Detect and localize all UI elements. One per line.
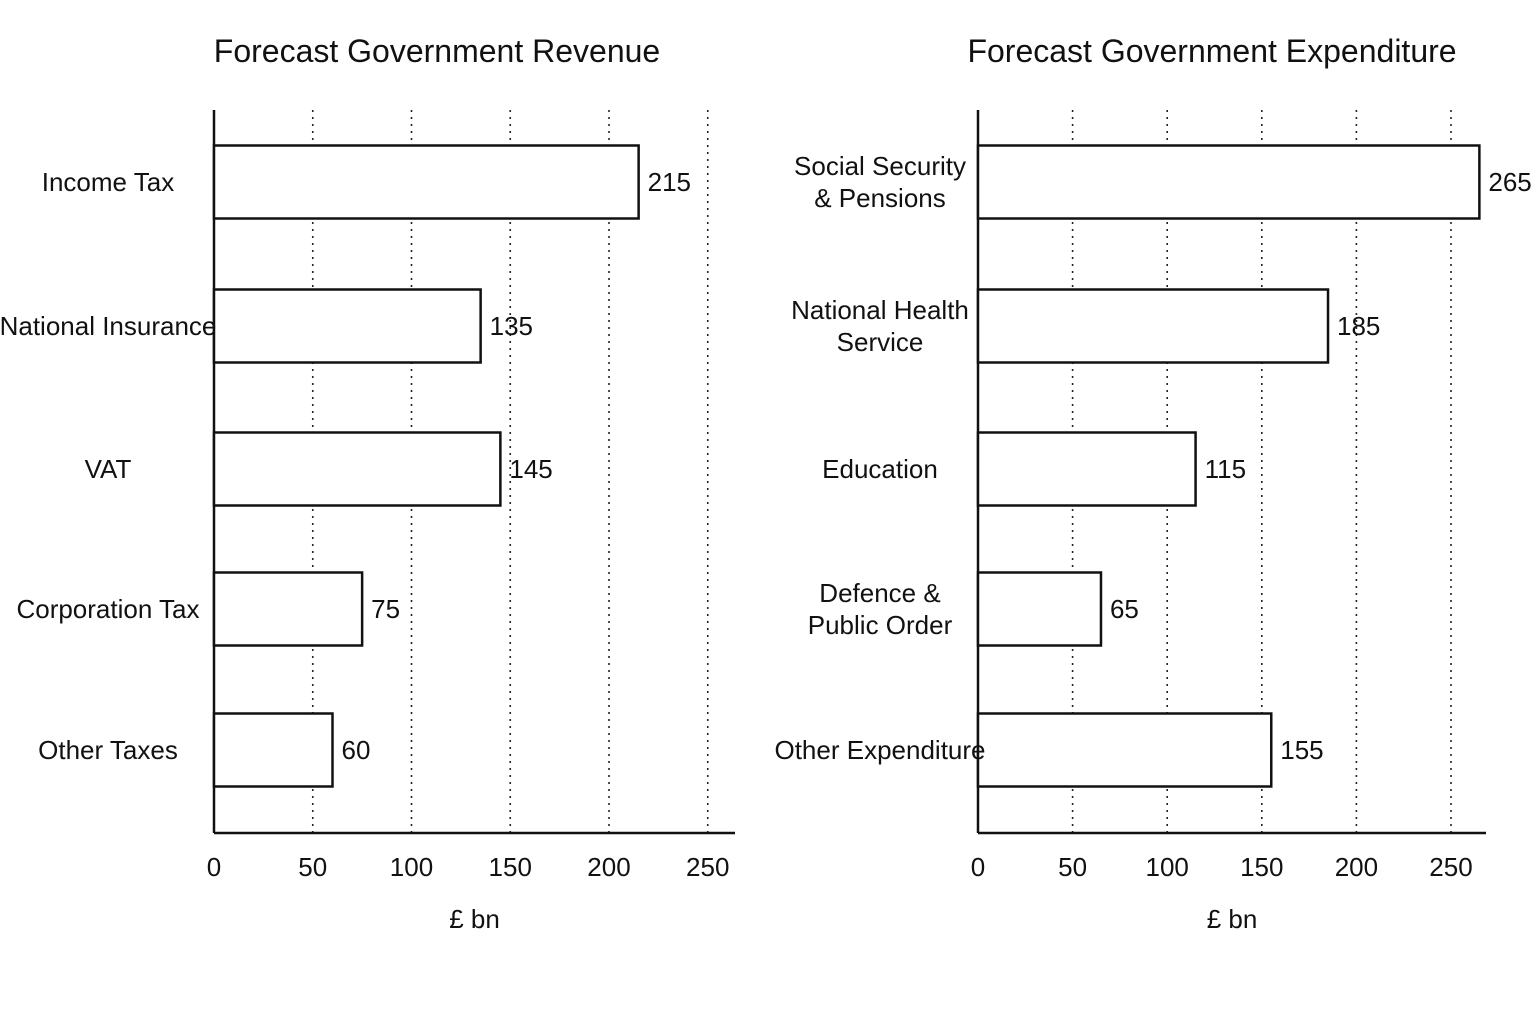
bar: [976, 571, 1103, 647]
bar: [976, 431, 1197, 507]
x-tick-label: 0: [971, 852, 985, 882]
x-tick-label: 250: [686, 852, 729, 882]
value-label: 65: [1110, 594, 1139, 624]
x-tick-label: 50: [298, 852, 327, 882]
chart-title: Forecast Government Revenue: [214, 33, 660, 69]
chart-1: Forecast Government Revenue 0 50 100 150 200 2…: [0, 33, 735, 934]
value-label: 135: [490, 311, 533, 341]
chart-2: Forecast Government Expenditure 0 50 100 150…: [774, 33, 1531, 934]
x-tick-label: 0: [207, 852, 221, 882]
x-tick-label: 100: [390, 852, 433, 882]
value-label: 185: [1337, 311, 1380, 341]
value-label: 115: [1205, 454, 1246, 484]
value-label: 155: [1280, 735, 1323, 765]
category-label: National Insurance: [0, 311, 216, 341]
x-tick-label: 50: [1058, 852, 1087, 882]
category-label: Education: [822, 454, 938, 484]
x-tick-label: 150: [1240, 852, 1283, 882]
x-tick-label: 100: [1146, 852, 1189, 882]
category-label: Other Expenditure: [774, 735, 985, 765]
bar: [212, 144, 640, 220]
bar: [976, 144, 1481, 220]
value-label: 75: [371, 594, 400, 624]
category-label: Social Security & Pensions: [794, 151, 966, 213]
category-label: National Health Service: [791, 295, 969, 357]
category-label: Income Tax: [42, 167, 174, 197]
category-label: Defence & Public Order: [808, 578, 953, 640]
bar: [212, 288, 482, 364]
category-label: Other Taxes: [38, 735, 178, 765]
x-axis-label: £ bn: [449, 904, 500, 934]
chart-title: Forecast Government Expenditure: [967, 33, 1456, 69]
category-label: VAT: [85, 454, 132, 484]
value-label: 265: [1488, 167, 1531, 197]
x-tick-label: 150: [489, 852, 532, 882]
bar: [212, 431, 502, 507]
value-label: 145: [509, 454, 552, 484]
x-tick-label: 250: [1429, 852, 1472, 882]
bar: [212, 571, 364, 647]
bar: [976, 288, 1330, 364]
x-tick-label: 200: [587, 852, 630, 882]
x-tick-label: 200: [1335, 852, 1378, 882]
bar: [976, 712, 1273, 788]
bar: [212, 712, 334, 788]
category-label: Corporation Tax: [16, 594, 199, 624]
value-label: 60: [342, 735, 371, 765]
value-label: 215: [648, 167, 691, 197]
x-axis-label: £ bn: [1207, 904, 1258, 934]
